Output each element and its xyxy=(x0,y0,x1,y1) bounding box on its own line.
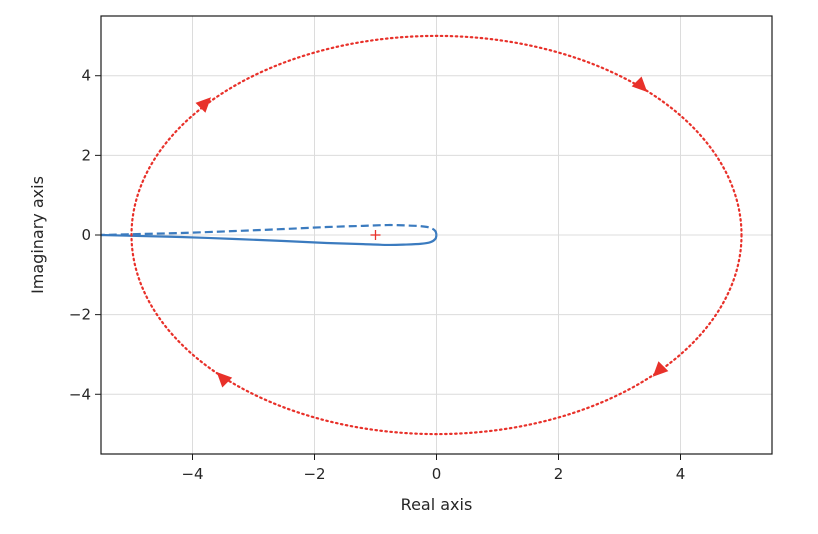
contour-arrow xyxy=(195,97,212,113)
y-tick-label: 0 xyxy=(81,226,91,244)
critical-point-marker xyxy=(370,230,381,240)
y-tick-label: −2 xyxy=(69,306,91,324)
x-tick-label: 2 xyxy=(554,465,564,483)
axis-ticks: −4 −2 0 2 4 −4 −2 0 2 4 xyxy=(69,67,685,483)
x-tick-label: −2 xyxy=(303,465,325,483)
y-tick-label: 4 xyxy=(81,67,91,85)
x-tick-label: 4 xyxy=(676,465,686,483)
contour-circle xyxy=(130,34,743,436)
x-axis-label: Real axis xyxy=(401,495,473,514)
x-tick-label: 0 xyxy=(432,465,442,483)
plot-area xyxy=(101,34,743,436)
y-tick-label: −4 xyxy=(69,385,91,403)
contour-arrow xyxy=(216,371,233,388)
contour-arrow xyxy=(652,361,669,377)
nyquist-curve-negative-freq xyxy=(101,223,438,237)
contour-arrow-head xyxy=(195,97,212,113)
contour-arrow-head xyxy=(631,76,648,93)
y-axis-label: Imaginary axis xyxy=(28,176,47,294)
y-tick-label: 2 xyxy=(81,146,91,164)
contour-arrow-head xyxy=(216,371,233,388)
nyquist-curve-positive-freq xyxy=(101,233,438,247)
contour-arrow xyxy=(631,76,648,93)
contour-arrow-head xyxy=(652,361,669,377)
grid-lines xyxy=(101,16,772,454)
x-tick-label: −4 xyxy=(181,465,203,483)
